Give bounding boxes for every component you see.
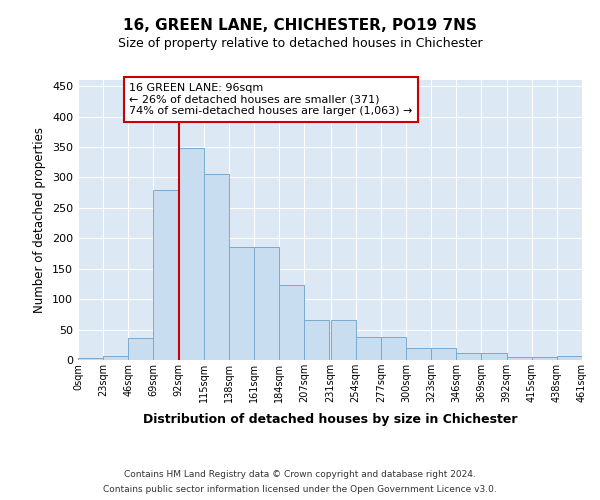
Bar [103, 356, 128, 360]
Bar [456, 354, 481, 360]
Bar [356, 337, 381, 360]
Bar [331, 320, 356, 360]
Bar [557, 356, 582, 360]
Text: Distribution of detached houses by size in Chichester: Distribution of detached houses by size … [143, 412, 517, 426]
Bar [179, 148, 204, 360]
Bar [506, 357, 532, 360]
Bar [304, 320, 329, 360]
Bar [406, 348, 431, 360]
Bar [431, 348, 456, 360]
Text: Contains HM Land Registry data © Crown copyright and database right 2024.: Contains HM Land Registry data © Crown c… [124, 470, 476, 479]
Bar [381, 337, 406, 360]
Bar [229, 248, 254, 360]
Bar [128, 338, 154, 360]
Text: Size of property relative to detached houses in Chichester: Size of property relative to detached ho… [118, 38, 482, 51]
Bar [154, 190, 179, 360]
Text: Contains public sector information licensed under the Open Government Licence v3: Contains public sector information licen… [103, 485, 497, 494]
Bar [532, 357, 557, 360]
Bar [582, 359, 600, 360]
Y-axis label: Number of detached properties: Number of detached properties [34, 127, 46, 313]
Text: 16 GREEN LANE: 96sqm
← 26% of detached houses are smaller (371)
74% of semi-deta: 16 GREEN LANE: 96sqm ← 26% of detached h… [130, 83, 413, 116]
Text: 16, GREEN LANE, CHICHESTER, PO19 7NS: 16, GREEN LANE, CHICHESTER, PO19 7NS [123, 18, 477, 32]
Bar [279, 285, 304, 360]
Bar [254, 248, 279, 360]
Bar [78, 358, 103, 360]
Bar [204, 174, 229, 360]
Bar [481, 354, 506, 360]
